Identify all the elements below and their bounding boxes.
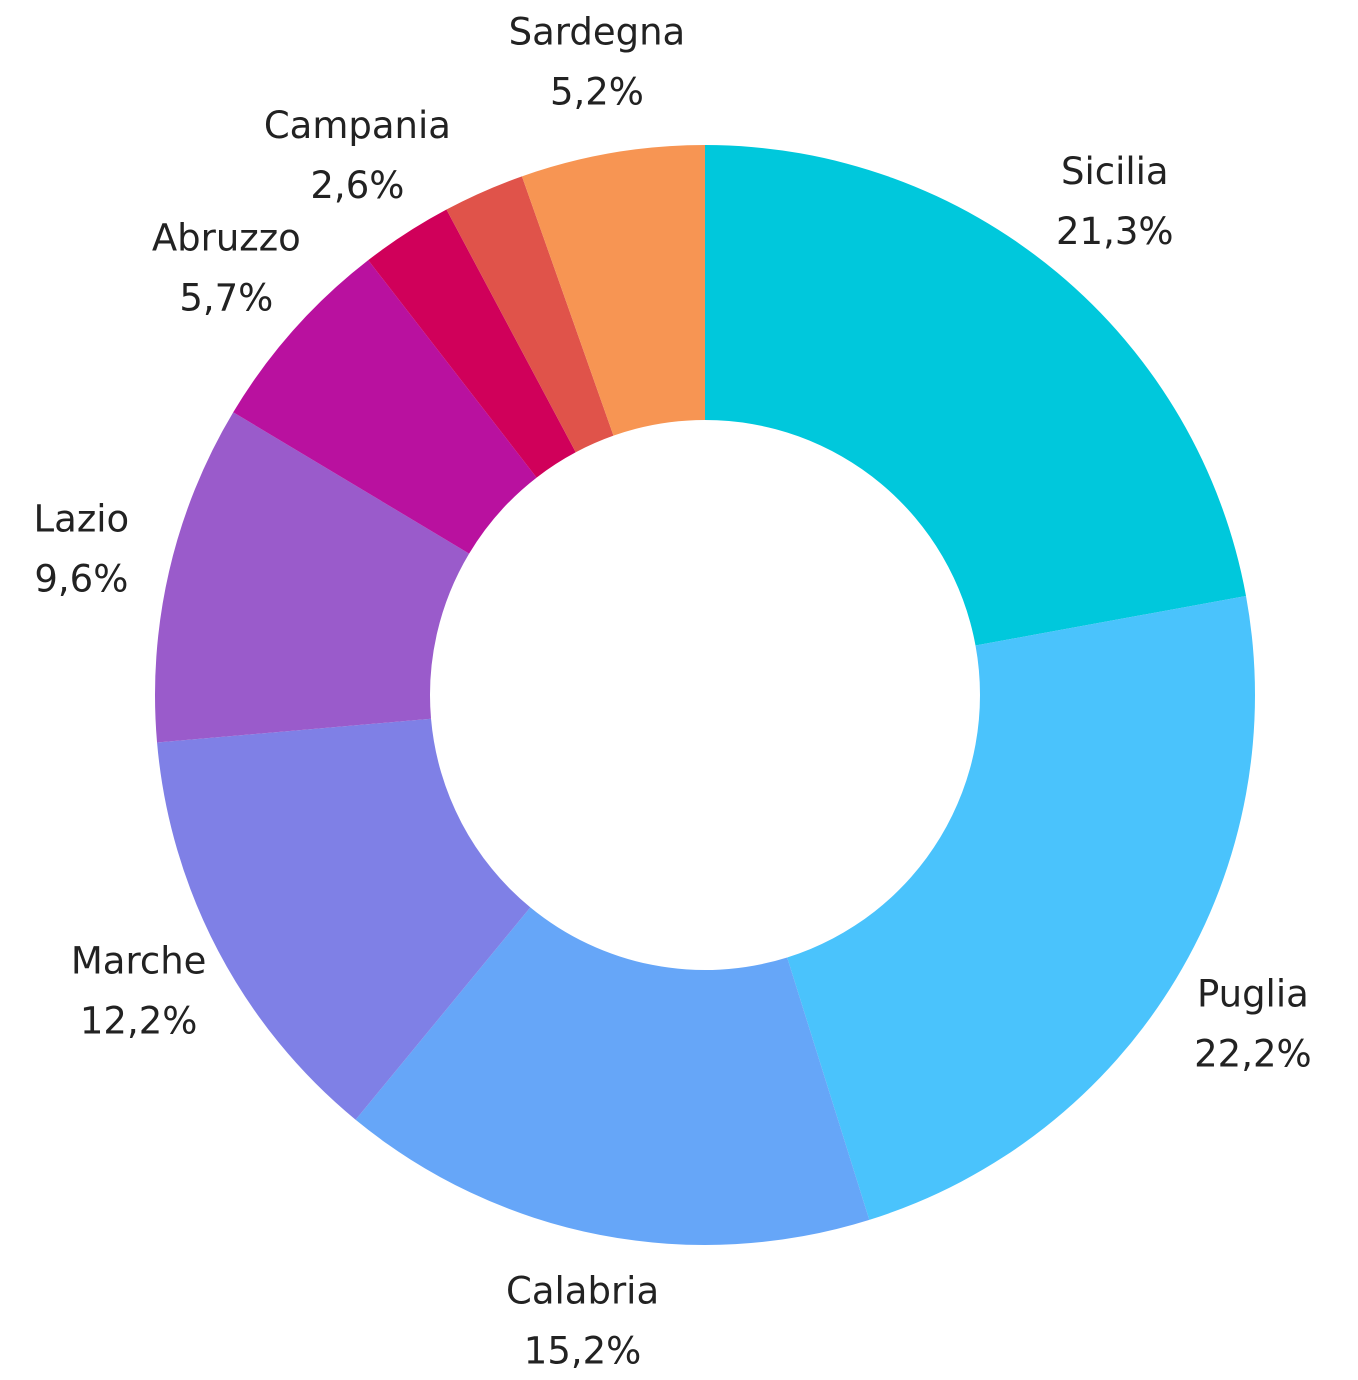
value-label: 21,3% <box>1056 210 1174 253</box>
slice-label: Sicilia <box>1061 150 1169 193</box>
slice <box>233 260 537 554</box>
slice-label: Marche <box>71 940 207 983</box>
slice-label: Sardegna <box>509 11 686 54</box>
slice <box>355 907 870 1246</box>
value-label: 5,2% <box>550 71 644 114</box>
slice <box>521 145 705 436</box>
slice <box>446 176 614 453</box>
slice <box>705 145 1247 646</box>
value-label: 15,2% <box>524 1330 642 1373</box>
slice <box>368 209 576 478</box>
slice-label: Puglia <box>1197 972 1309 1015</box>
slice <box>157 718 531 1120</box>
value-label: 2,6% <box>310 164 404 207</box>
slice-label: Calabria <box>506 1270 659 1313</box>
value-label: 5,7% <box>179 277 273 320</box>
value-label: 9,6% <box>34 558 128 601</box>
slice-label: Lazio <box>34 498 130 541</box>
slice-label: Campania <box>264 104 451 147</box>
slice-label: Abruzzo <box>152 217 301 260</box>
value-label: 22,2% <box>1194 1032 1312 1075</box>
slice <box>787 595 1256 1220</box>
slice <box>154 412 470 743</box>
value-label: 12,2% <box>80 1000 198 1043</box>
